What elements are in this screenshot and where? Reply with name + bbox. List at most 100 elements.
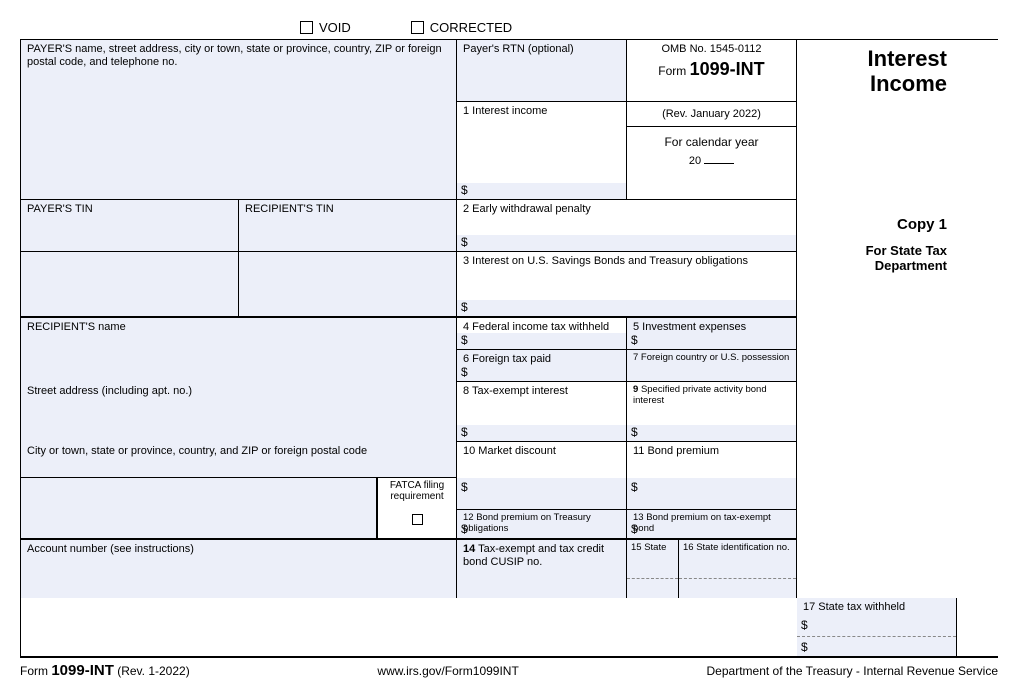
box-11-label: 11 Bond premium xyxy=(633,445,790,458)
box-17[interactable]: 17 State tax withheld $ $ xyxy=(797,598,957,656)
box-10-dollar: $ xyxy=(461,480,468,494)
box-6[interactable]: 6 Foreign tax paid $ xyxy=(457,350,627,382)
fatca-row: FATCA filing requirement xyxy=(21,478,457,510)
box-8[interactable]: 8 Tax-exempt interest $ xyxy=(457,382,627,442)
box-2-label: 2 Early withdrawal penalty xyxy=(463,203,790,216)
footer-dept: Department of the Treasury - Internal Re… xyxy=(707,664,998,678)
account-number-box[interactable]: Account number (see instructions) xyxy=(21,540,457,598)
payer-tin-box[interactable]: PAYER'S TIN xyxy=(21,200,239,252)
box-14-label: 14 Tax-exempt and tax credit bond CUSIP … xyxy=(463,543,620,569)
box-11-top[interactable]: 11 Bond premium xyxy=(627,442,797,478)
payer-name-box[interactable]: PAYER'S name, street address, city or to… xyxy=(21,40,457,200)
omb-number: OMB No. 1545-0112 xyxy=(631,43,792,55)
year-blank[interactable] xyxy=(704,163,734,164)
recipient-name-label: RECIPIENT'S name xyxy=(27,321,450,334)
box-16-label: 16 State identification no. xyxy=(683,543,792,554)
calendar-year-label: For calendar year xyxy=(627,135,796,149)
box-4[interactable]: 4 Federal income tax withheld $ xyxy=(457,318,627,350)
dept-line-1: For State Tax xyxy=(807,243,947,258)
box-9-text: Specified private activity bond interest xyxy=(633,384,767,406)
box-14-text: Tax-exempt and tax credit bond CUSIP no. xyxy=(463,543,604,568)
form-title-panel: Interest Income xyxy=(797,40,957,200)
box-9-dollar: $ xyxy=(631,425,638,439)
box-12-dollar: $ xyxy=(461,522,468,536)
box-1-dollar: $ xyxy=(461,183,468,197)
box-9-label: 9 Specified private activity bond intere… xyxy=(633,385,790,407)
box-15[interactable]: 15 State xyxy=(627,540,679,598)
fatca-row-2 xyxy=(21,510,457,540)
box-7-label: 7 Foreign country or U.S. possession xyxy=(633,353,790,364)
footer-url: www.irs.gov/Form1099INT xyxy=(377,664,518,678)
box-6-label: 6 Foreign tax paid xyxy=(463,353,620,366)
fatca-label-1: FATCA filing xyxy=(380,480,454,491)
copy-panel: Copy 1 For State Tax Department xyxy=(797,200,957,598)
box-2[interactable]: 2 Early withdrawal penalty $ xyxy=(457,200,797,252)
box-5[interactable]: 5 Investment expenses $ xyxy=(627,318,797,350)
box-15-label: 15 State xyxy=(631,543,674,554)
box-11-bottom[interactable]: $ xyxy=(627,478,797,510)
payer-tin-space[interactable] xyxy=(21,252,239,318)
form-number: 1099-INT xyxy=(690,59,765,79)
payer-rtn-box[interactable]: Payer's RTN (optional) xyxy=(457,40,627,102)
footer-form-prefix: Form xyxy=(20,664,48,678)
box-4-dollar: $ xyxy=(461,333,468,347)
box-8-label: 8 Tax-exempt interest xyxy=(463,385,620,398)
footer-form-number: 1099-INT xyxy=(51,662,114,679)
box-3[interactable]: 3 Interest on U.S. Savings Bonds and Tre… xyxy=(457,252,797,318)
payer-name-label: PAYER'S name, street address, city or to… xyxy=(27,43,450,69)
fatca-box-top: FATCA filing requirement xyxy=(377,478,457,510)
city-box[interactable]: City or town, state or province, country… xyxy=(21,442,457,478)
box-17-dollar-1: $ xyxy=(801,618,808,632)
recipient-tin-label: RECIPIENT'S TIN xyxy=(245,203,450,215)
void-checkbox-group: VOID xyxy=(300,20,351,35)
box-11-dollar: $ xyxy=(631,480,638,494)
form-footer: Form 1099-INT (Rev. 1-2022) www.irs.gov/… xyxy=(20,662,998,679)
payer-rtn-label: Payer's RTN (optional) xyxy=(463,43,620,56)
fatca-checkbox[interactable] xyxy=(412,514,423,525)
corrected-checkbox[interactable] xyxy=(411,21,424,34)
revision-line: (Rev. January 2022) xyxy=(633,108,790,120)
box-14[interactable]: 14 Tax-exempt and tax credit bond CUSIP … xyxy=(457,540,627,598)
recipient-name-space[interactable] xyxy=(21,350,457,382)
blank-left-2 xyxy=(21,510,377,540)
tin-row: PAYER'S TIN RECIPIENT'S TIN xyxy=(21,200,457,252)
recipient-tin-box[interactable]: RECIPIENT'S TIN xyxy=(239,200,457,252)
box-9[interactable]: 9 Specified private activity bond intere… xyxy=(627,382,797,442)
city-label: City or town, state or province, country… xyxy=(27,445,450,458)
year-prefix: 20 xyxy=(689,155,701,167)
void-checkbox[interactable] xyxy=(300,21,313,34)
box-15-16-wrap: 15 State 16 State identification no. xyxy=(627,540,797,598)
box-13[interactable]: 13 Bond premium on tax-exempt bond $ xyxy=(627,510,797,540)
box-10-bottom[interactable]: $ xyxy=(457,478,627,510)
account-number-label: Account number (see instructions) xyxy=(27,543,450,556)
recipient-tin-space[interactable] xyxy=(239,252,457,318)
box-5-label: 5 Investment expenses xyxy=(633,321,790,334)
corrected-label: CORRECTED xyxy=(430,20,512,35)
dept-line-2: Department xyxy=(807,258,947,273)
revision-year-block: (Rev. January 2022) For calendar year 20 xyxy=(627,102,797,200)
box-7[interactable]: 7 Foreign country or U.S. possession xyxy=(627,350,797,382)
street-label: Street address (including apt. no.) xyxy=(27,385,450,398)
omb-form-block: OMB No. 1545-0112 Form 1099-INT xyxy=(627,40,797,102)
box-9-num: 9 xyxy=(633,384,638,395)
box-13-label: 13 Bond premium on tax-exempt bond xyxy=(633,513,790,535)
box-8-dollar: $ xyxy=(461,425,468,439)
blank-left xyxy=(21,478,377,510)
box-5-dollar: $ xyxy=(631,333,638,347)
fatca-checkbox-cell xyxy=(377,510,457,540)
form-1099-int: VOID CORRECTED PAYER'S name, street addr… xyxy=(20,20,998,679)
box-6-dollar: $ xyxy=(461,365,468,379)
corrected-checkbox-group: CORRECTED xyxy=(411,20,512,35)
box-16[interactable]: 16 State identification no. xyxy=(679,540,797,598)
street-box[interactable]: Street address (including apt. no.) xyxy=(21,382,457,442)
recipient-name-box[interactable]: RECIPIENT'S name xyxy=(21,318,457,350)
copy-label: Copy 1 xyxy=(807,216,947,233)
box-10-label: 10 Market discount xyxy=(463,445,620,458)
box-12[interactable]: 12 Bond premium on Treasury obligations … xyxy=(457,510,627,540)
box-10-top[interactable]: 10 Market discount xyxy=(457,442,627,478)
form-prefix: Form xyxy=(658,64,686,78)
void-label: VOID xyxy=(319,20,351,35)
form-grid: PAYER'S name, street address, city or to… xyxy=(20,39,998,657)
box-1[interactable]: 1 Interest income $ xyxy=(457,102,627,200)
box-1-label: 1 Interest income xyxy=(463,105,620,118)
